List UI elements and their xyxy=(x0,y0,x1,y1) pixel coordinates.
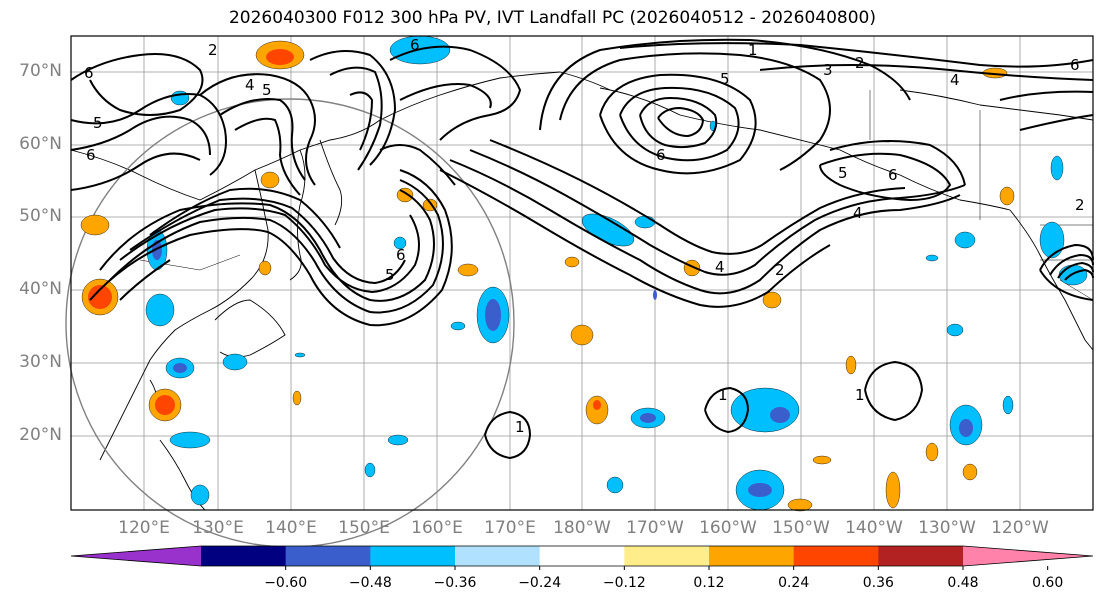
colorbar-tick-label: −0.36 xyxy=(433,575,477,591)
longitude-label: 140°W xyxy=(845,518,903,538)
map-frame xyxy=(70,35,1094,511)
colorbar-segment xyxy=(201,546,287,566)
longitude-label: 170°E xyxy=(484,518,536,538)
colorbar-segment xyxy=(793,546,879,566)
contour-label: 2 xyxy=(855,54,865,72)
colorbar-extend-min xyxy=(71,546,201,566)
longitude-label: 130°W xyxy=(918,518,976,538)
contour-labels: 1 2 3 4 5 6 6 2 4 5 5 6 6 5 6 4 4 5 6 6 … xyxy=(84,36,1085,436)
colorbar-tick-label: −0.60 xyxy=(264,575,308,591)
longitude-label: 160°E xyxy=(411,518,463,538)
colorbar-segment xyxy=(624,546,710,566)
colorbar-tick-label: 0.60 xyxy=(1032,575,1064,591)
longitude-label: 120°E xyxy=(118,518,170,538)
contour-label: 1 xyxy=(515,418,525,436)
colorbar-tick-label: 0.24 xyxy=(778,575,810,591)
contour-label: 5 xyxy=(93,114,103,132)
contour-label: 6 xyxy=(396,246,406,264)
contour-label: 5 xyxy=(720,70,730,88)
colorbar-tick-label: 0.48 xyxy=(947,575,979,591)
contour-label: 6 xyxy=(656,146,666,164)
longitude-label: 130°E xyxy=(192,518,244,538)
contour-label: 6 xyxy=(1070,56,1080,74)
contour-label: 4 xyxy=(950,71,960,89)
colorbar-segment xyxy=(709,546,795,566)
latitude-label: 60°N xyxy=(19,134,62,154)
contour-label: 2 xyxy=(1075,196,1085,214)
colorbar-segment xyxy=(539,546,625,566)
colorbar-tick-label: −0.48 xyxy=(348,575,392,591)
colorbar-tick-label: −0.12 xyxy=(602,575,646,591)
colorbar-tick-label: 0.12 xyxy=(693,575,725,591)
contour-label: 4 xyxy=(715,258,725,276)
latitude-label: 20°N xyxy=(19,425,62,445)
contour-label: 5 xyxy=(838,164,848,182)
contour-label: 6 xyxy=(86,146,96,164)
longitude-label: 120°W xyxy=(991,518,1049,538)
contour-label: 6 xyxy=(84,64,94,82)
colorbar-segment xyxy=(878,546,964,566)
contour-label: 3 xyxy=(823,61,833,79)
longitude-label: 150°E xyxy=(338,518,390,538)
contour-label: 5 xyxy=(385,266,395,284)
contour-label: 4 xyxy=(245,76,255,94)
colorbar-tick-label: 0.36 xyxy=(862,575,894,591)
contour-label: 4 xyxy=(853,204,863,222)
contour-label: 2 xyxy=(775,261,785,279)
longitude-label: 170°W xyxy=(626,518,684,538)
pv-anomaly-patches xyxy=(80,35,1088,512)
latitude-label: 40°N xyxy=(19,279,62,299)
contour-label: 1 xyxy=(718,386,728,404)
longitude-label: 150°W xyxy=(772,518,830,538)
contour-label: 1 xyxy=(748,41,758,59)
colorbar-extend-max xyxy=(963,546,1093,566)
contour-label: 6 xyxy=(888,166,898,184)
colorbar-segment xyxy=(455,546,541,566)
latitude-label: 30°N xyxy=(19,352,62,372)
latitude-label: 50°N xyxy=(19,206,62,226)
colorbar-segment xyxy=(285,546,371,566)
contour-label: 2 xyxy=(208,41,218,59)
contour-label: 1 xyxy=(855,386,865,404)
pv-contours xyxy=(70,38,1094,460)
colorbar xyxy=(70,545,1094,570)
graticule xyxy=(71,36,1093,510)
colorbar-segment xyxy=(370,546,456,566)
longitude-label: 180°W xyxy=(553,518,611,538)
colorbar-tick-label: −0.24 xyxy=(518,575,562,591)
contour-label: 5 xyxy=(262,81,272,99)
longitude-label: 160°W xyxy=(699,518,757,538)
contour-label: 6 xyxy=(410,36,420,54)
longitude-label: 140°E xyxy=(265,518,317,538)
map-title: 2026040300 F012 300 hPa PV, IVT Landfall… xyxy=(228,8,876,28)
latitude-label: 70°N xyxy=(19,61,62,81)
